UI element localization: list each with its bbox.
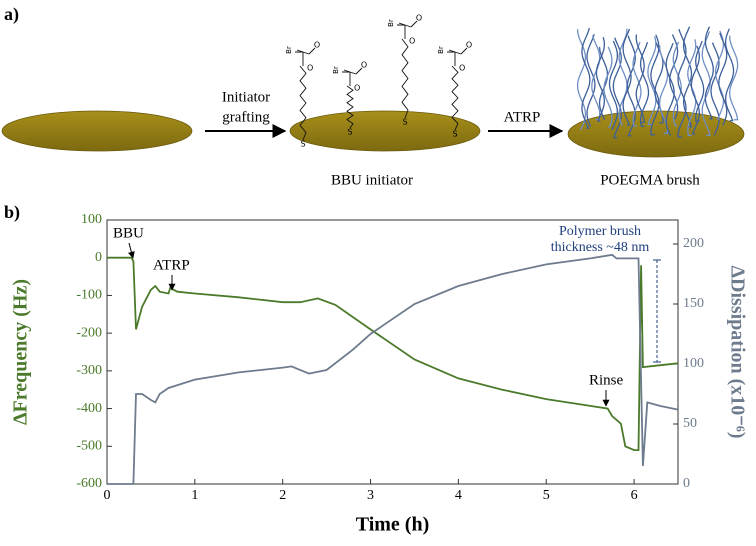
y-axis-title: ΔFrequency (Hz) — [10, 279, 32, 425]
polymer-chain — [591, 35, 601, 121]
data-line — [107, 256, 679, 451]
step-label: Initiator — [222, 89, 270, 105]
polymer-chain — [690, 45, 701, 135]
atom-label: O — [409, 37, 415, 46]
y-tick-label: -600 — [76, 476, 102, 491]
y-tick-label: -200 — [76, 325, 102, 340]
x-axis-title: Time (h) — [356, 514, 430, 536]
x-tick-label: 5 — [543, 488, 550, 503]
molecule-head — [342, 67, 363, 86]
stage-label: BBU initiator — [331, 172, 413, 188]
x-tick-label: 3 — [367, 488, 374, 503]
y-tick-label: -400 — [76, 401, 102, 416]
polymer-chain — [710, 42, 720, 136]
molecule-chain — [346, 85, 354, 129]
x-tick-label: 0 — [104, 488, 111, 503]
atom-label: Br — [387, 19, 395, 27]
molecule-head — [295, 47, 316, 66]
y2-axis-title: ΔDissipation (x10⁻⁶) — [726, 266, 748, 439]
substrate — [1, 110, 193, 152]
polymer-chain — [672, 41, 682, 127]
y2-tick-label: 100 — [683, 356, 704, 371]
polymer-chain — [632, 41, 642, 127]
atom-label: O — [314, 41, 320, 50]
annotation: Polymer brush — [559, 224, 641, 239]
annotation: ATRP — [153, 257, 190, 273]
polymer-chain — [701, 31, 711, 137]
y2-tick-label: 150 — [683, 296, 704, 311]
atom-label: S — [452, 130, 457, 139]
polymer-chain — [595, 37, 606, 122]
polymer-chain — [603, 46, 613, 128]
y2-tick-label: 50 — [683, 416, 697, 431]
substrate — [289, 110, 481, 152]
annotation: thickness ~48 nm — [551, 240, 650, 255]
polymer-chain — [635, 34, 645, 124]
atom-label: S — [300, 140, 305, 149]
step-label: ATRP — [504, 109, 541, 125]
y-tick-label: -300 — [76, 363, 102, 378]
polymer-chain — [724, 28, 735, 122]
molecule-chain — [401, 38, 409, 119]
polymer-chain — [639, 41, 650, 127]
y2-tick-label: 0 — [683, 476, 690, 491]
polymer-chain — [650, 34, 660, 136]
plot-frame — [106, 219, 679, 485]
polymer-chain — [729, 35, 739, 121]
atom-label: O — [307, 64, 313, 73]
atom-label: O — [459, 64, 465, 73]
polymer-chain — [714, 30, 725, 120]
y2-tick-label: 200 — [683, 236, 704, 251]
polymer-chain — [576, 29, 587, 130]
x-tick-label: 1 — [191, 488, 198, 503]
polymer-chain — [647, 36, 657, 126]
atom-label: O — [354, 84, 360, 93]
x-tick-label: 4 — [455, 488, 462, 503]
atom-label: O — [466, 41, 472, 50]
atom-label: O — [416, 14, 422, 23]
annotation: BBU — [113, 225, 144, 241]
panel-label: a) — [4, 4, 19, 25]
molecule-chain — [299, 65, 307, 141]
annotation-arrow — [127, 242, 135, 259]
molecule-chain — [451, 65, 459, 131]
polymer-chain — [586, 33, 596, 127]
polymer-chain — [622, 28, 632, 126]
polymer-chain — [704, 26, 714, 120]
atom-label: Br — [332, 66, 340, 74]
polymer-chain — [581, 27, 591, 129]
polymer-chain — [598, 46, 609, 120]
atom-label: O — [361, 61, 367, 70]
x-tick-label: 2 — [279, 488, 286, 503]
y-tick-label: 0 — [95, 250, 102, 265]
substrate — [567, 110, 745, 158]
polymer-chain — [682, 26, 693, 128]
panel-label: b) — [4, 202, 20, 223]
polymer-chain — [695, 40, 705, 122]
annotation: Rinse — [589, 372, 624, 388]
y-tick-label: 100 — [81, 212, 102, 227]
polymer-chain — [665, 42, 675, 136]
polymer-chain — [669, 34, 679, 120]
atom-label: Br — [285, 46, 293, 54]
molecule-head — [447, 47, 468, 66]
polymer-chain — [612, 37, 622, 139]
polymer-chain — [659, 45, 669, 134]
polymer-chain — [626, 35, 636, 137]
polymer-chain — [677, 28, 687, 138]
data-line — [107, 253, 679, 485]
polymer-chain — [618, 28, 628, 126]
atom-label: S — [347, 128, 352, 137]
step-label: grafting — [222, 109, 270, 125]
x-tick-label: 6 — [631, 488, 638, 503]
stage-label: POEGMA brush — [600, 172, 700, 188]
y-tick-label: -500 — [76, 439, 102, 454]
atom-label: S — [402, 118, 407, 127]
molecule-head — [397, 20, 418, 39]
y-tick-label: -100 — [76, 288, 102, 303]
polymer-chain — [608, 40, 619, 130]
atom-label: Br — [437, 46, 445, 54]
